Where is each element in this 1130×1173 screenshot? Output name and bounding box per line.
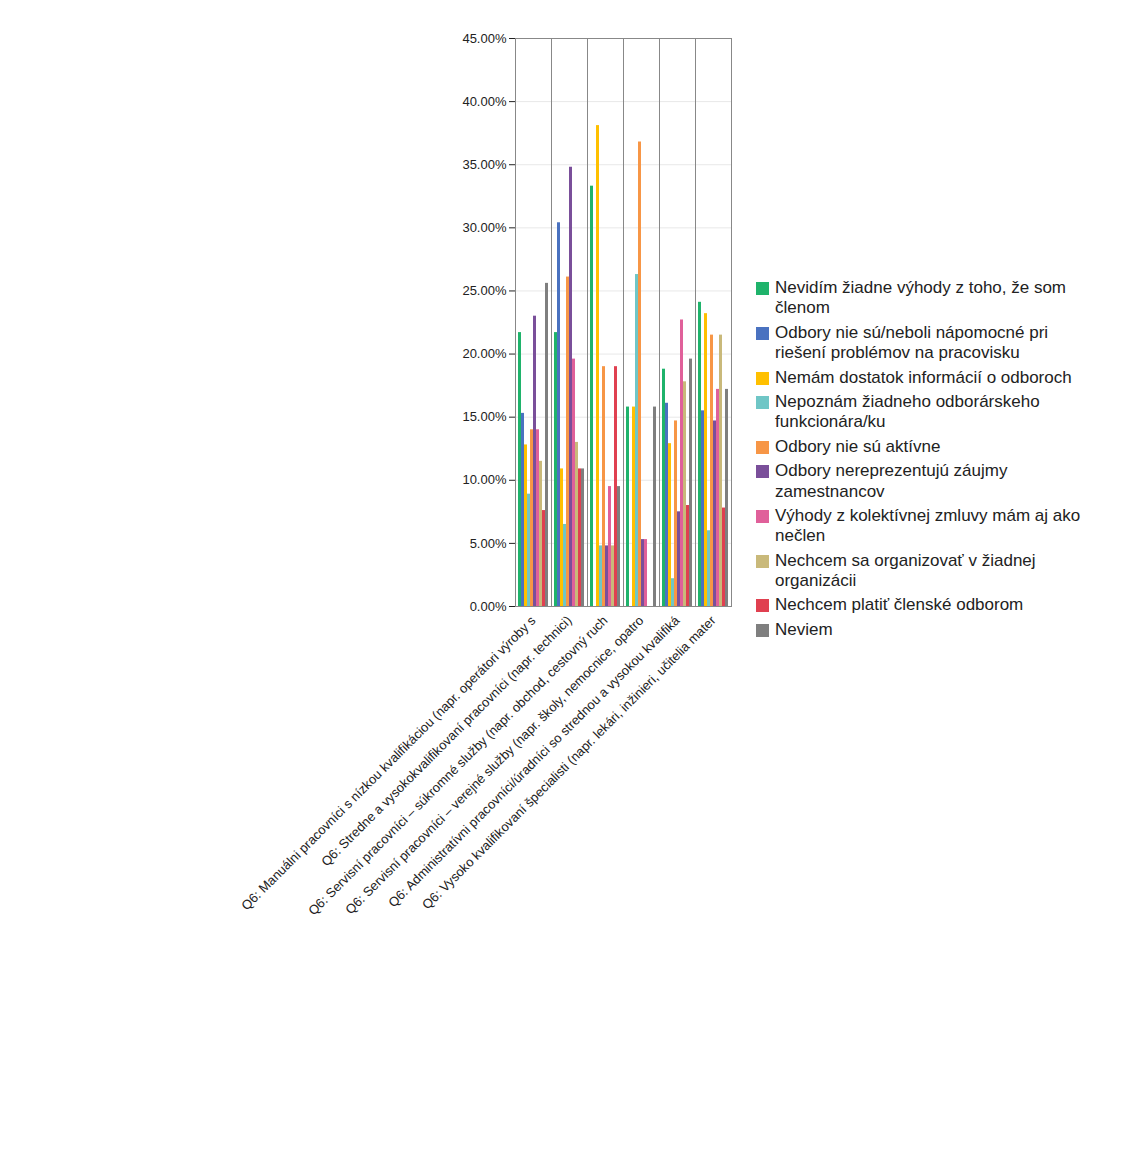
svg-text:Q6: Servisní pracovníci – súkr: Q6: Servisní pracovníci – súkromné služb… [305,612,611,919]
svg-text:0.00%: 0.00% [470,599,507,614]
svg-text:45.00%: 45.00% [462,31,507,46]
svg-text:Q6: Stredne a vysokokvalifikov: Q6: Stredne a vysokokvalifikovaní pracov… [318,613,574,869]
svg-text:20.00%: 20.00% [462,346,507,361]
html-text:Nechcem sa organizovať v žiadn: Nechcem sa organizovať v žiadnej organiz… [775,550,1036,591]
html-text:Nepoznám žiadneho odborárskeho: Nepoznám žiadneho odborárskeho funkcioná… [775,392,1040,432]
svg-text:Q6: Vysoko kvalifikovaní špeci: Q6: Vysoko kvalifikovaní špecialisti (na… [419,612,719,912]
html-text:Odbory nie sú aktívne: Odbory nie sú aktívne [775,436,941,456]
svg-text:25.00%: 25.00% [462,283,507,298]
svg-text:30.00%: 30.00% [462,220,507,235]
svg-text:35.00%: 35.00% [462,157,507,172]
svg-text:Q6: Administratívni pracovníci: Q6: Administratívni pracovníci/úradníci … [385,612,683,910]
svg-text:10.00%: 10.00% [462,472,507,487]
html-text:Nemám dostatok informácií o od: Nemám dostatok informácií o odboroch [775,367,1072,387]
svg-text:15.00%: 15.00% [462,409,507,424]
html-text:Odbory nie sú/neboli nápomocné: Odbory nie sú/neboli nápomocné pri rieše… [775,322,1049,363]
svg-text:5.00%: 5.00% [470,536,507,551]
svg-text:40.00%: 40.00% [462,94,507,109]
html-text:Odbory nereprezentujú záujmy z: Odbory nereprezentujú záujmy zamestnanco… [775,461,1008,501]
html-text:Nevidím žiadne výhody z toho,: Nevidím žiadne výhody z toho, že som čle… [775,278,1066,318]
html-text:Neviem: Neviem [775,619,833,639]
svg-text:Q6: Servisní pracovníci – vere: Q6: Servisní pracovníci – verejné služby… [342,613,646,917]
html-text:Nechcem platiť členské odborom: Nechcem platiť členské odborom [775,595,1024,615]
html-text:Výhody z kolektívnej zmluvy má: Výhody z kolektívnej zmluvy mám aj ako n… [775,505,1081,546]
svg-text:Q6: Manuálni pracovníci s nízk: Q6: Manuálni pracovníci s nízkou kvalifi… [238,612,539,914]
